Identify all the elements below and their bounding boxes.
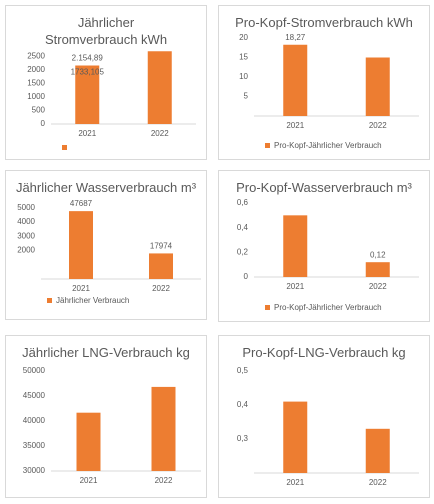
bar xyxy=(147,51,172,124)
bar xyxy=(69,211,93,279)
x-tick-label: 2021 xyxy=(286,478,304,487)
legend-marker xyxy=(265,305,270,310)
legend-marker xyxy=(47,298,52,303)
chart-title: Pro-Kopf-LNG-Verbrauch kg xyxy=(242,345,406,360)
x-tick-label: 2021 xyxy=(286,282,304,291)
annotation: 1733,105 xyxy=(71,68,105,77)
y-tick-label: 0 xyxy=(244,272,249,281)
data-label: 17974 xyxy=(150,242,173,251)
legend-marker xyxy=(265,143,270,148)
bar xyxy=(365,57,390,116)
x-tick-label: 2022 xyxy=(369,121,387,130)
y-tick-label: 3000 xyxy=(17,231,35,240)
chart-panel: 2000 3000 4000 5000 2021 47687 2022 17974 Jährli… xyxy=(5,170,207,320)
y-tick-label: 1500 xyxy=(27,78,45,87)
y-tick-label: 15 xyxy=(239,53,248,62)
chart-title: Jährlicher Wasserverbrauch m³ xyxy=(15,180,197,195)
chart: 5 10 15 20 2021 18,27 2022 Pro-Kopf-Jährlicher … xyxy=(239,33,419,150)
chart-panel: 0,3 0,4 0,5 2021 2022 Pro-Kopf-LNG-Verbrauch … xyxy=(218,335,430,498)
legend-marker xyxy=(62,145,67,150)
x-tick-label: 2022 xyxy=(151,129,169,138)
chart: 0,3 0,4 0,5 2021 2022 xyxy=(237,366,419,487)
bar xyxy=(283,44,308,116)
x-tick-label: 2022 xyxy=(369,478,387,487)
x-tick-label: 2021 xyxy=(286,121,304,130)
bar xyxy=(151,386,176,471)
chart-title: Pro-Kopf-Stromverbrauch kWh xyxy=(235,15,413,30)
y-tick-label: 50000 xyxy=(23,366,46,375)
x-tick-label: 2022 xyxy=(155,476,173,485)
data-label: 47687 xyxy=(70,199,93,208)
y-tick-label: 5000 xyxy=(17,203,35,212)
y-tick-label: 2000 xyxy=(27,65,45,74)
bar xyxy=(365,428,390,473)
y-tick-label: 0 xyxy=(41,119,46,128)
y-tick-label: 35000 xyxy=(23,441,46,450)
bar xyxy=(365,262,390,277)
chart-panel: 0 0,2 0,4 0,6 2021 2022 0,12 Pro-Kopf-Jährliche… xyxy=(218,170,430,322)
bar xyxy=(283,401,308,473)
data-label: 0,12 xyxy=(370,250,386,259)
y-tick-label: 40000 xyxy=(23,416,46,425)
chart-title: Pro-Kopf-Wasserverbrauch m³ xyxy=(236,180,412,195)
x-tick-label: 2022 xyxy=(369,282,387,291)
chart: 0 0,2 0,4 0,6 2021 2022 0,12 Pro-Kopf-Jährliche… xyxy=(237,198,419,312)
chart-panel: 0 500 1000 1500 2000 2500 2021 2.154,89 2022 1733… xyxy=(5,5,207,160)
x-tick-label: 2021 xyxy=(80,476,98,485)
y-tick-label: 0,6 xyxy=(237,198,249,207)
y-tick-label: 5 xyxy=(244,92,249,101)
y-tick-label: 1000 xyxy=(27,92,45,101)
bar xyxy=(283,215,308,277)
y-tick-label: 0,5 xyxy=(237,366,249,375)
chart: 0 500 1000 1500 2000 2500 2021 2.154,89 2022 1733… xyxy=(27,51,196,150)
bar xyxy=(75,65,100,124)
y-tick-label: 4000 xyxy=(17,217,35,226)
data-label: 2.154,89 xyxy=(72,54,104,63)
chart-title: Jährlicher LNG-Verbrauch kg xyxy=(22,345,190,360)
y-tick-label: 20 xyxy=(239,33,248,42)
y-tick-label: 0,3 xyxy=(237,434,249,443)
y-tick-label: 0,4 xyxy=(237,400,249,409)
data-label: 18,27 xyxy=(285,33,306,42)
chart-title: Jährlicher Stromverbrauch kWh xyxy=(44,15,168,47)
y-tick-label: 2000 xyxy=(17,246,35,255)
y-tick-label: 500 xyxy=(32,106,46,115)
y-tick-label: 30000 xyxy=(23,466,46,475)
x-tick-label: 2022 xyxy=(152,284,170,293)
legend-label: Pro-Kopf-Jährlicher Verbrauch xyxy=(274,303,382,312)
bar xyxy=(76,412,101,471)
y-tick-label: 0,4 xyxy=(237,223,249,232)
chart: 2000 3000 4000 5000 2021 47687 2022 17974 Jährli… xyxy=(17,199,201,305)
chart-panel: 30000 35000 40000 45000 50000 2021 2022 Jährlic… xyxy=(5,335,207,498)
chart: 30000 35000 40000 45000 50000 2021 2022 xyxy=(23,366,201,485)
legend-label: Jährlicher Verbrauch xyxy=(56,296,129,305)
y-tick-label: 2500 xyxy=(27,51,45,60)
x-tick-label: 2021 xyxy=(78,129,96,138)
bar xyxy=(149,253,173,279)
x-tick-label: 2021 xyxy=(72,284,90,293)
y-tick-label: 10 xyxy=(239,72,248,81)
legend-label: Pro-Kopf-Jährlicher Verbrauch xyxy=(274,141,382,150)
y-tick-label: 0,2 xyxy=(237,247,249,256)
chart-panel: 5 10 15 20 2021 18,27 2022 Pro-Kopf-Jährlicher … xyxy=(218,5,430,160)
y-tick-label: 45000 xyxy=(23,391,46,400)
